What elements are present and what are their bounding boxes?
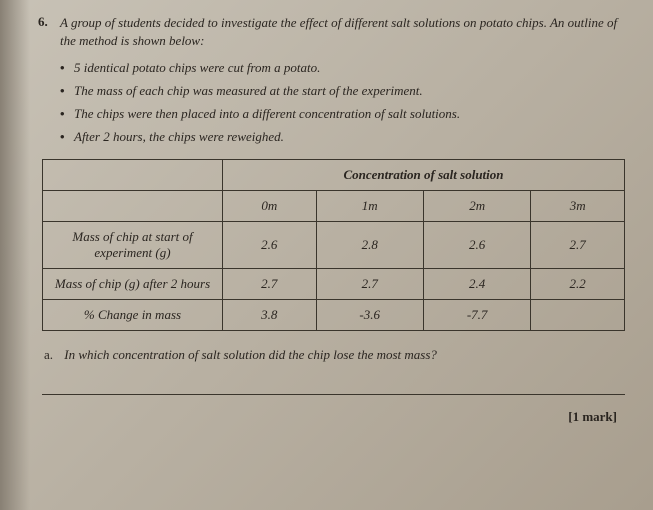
method-item: The chips were then placed into a differ… — [60, 106, 625, 122]
sub-question: a. In which concentration of salt soluti… — [44, 347, 625, 363]
table-blank — [43, 191, 223, 222]
cell: 2.7 — [531, 222, 625, 269]
row-label: Mass of chip at start of experiment (g) — [43, 222, 223, 269]
question-number: 6. — [38, 14, 48, 30]
row-label: Mass of chip (g) after 2 hours — [43, 269, 223, 300]
method-item: The mass of each chip was measured at th… — [60, 83, 625, 99]
sub-question-text: In which concentration of salt solution … — [64, 347, 437, 362]
prompt-line-1: A group of students decided to investiga… — [60, 15, 513, 30]
table-header-span: Concentration of salt solution — [223, 160, 625, 191]
method-list: 5 identical potato chips were cut from a… — [60, 60, 625, 145]
table-row: % Change in mass 3.8 -3.6 -7.7 — [43, 300, 625, 331]
cell: 2.4 — [423, 269, 530, 300]
cell: 2.7 — [316, 269, 423, 300]
cell: 3.8 — [223, 300, 317, 331]
col-header: 1m — [316, 191, 423, 222]
table-row: Mass of chip (g) after 2 hours 2.7 2.7 2… — [43, 269, 625, 300]
method-item: 5 identical potato chips were cut from a… — [60, 60, 625, 76]
method-item: After 2 hours, the chips were reweighed. — [60, 129, 625, 145]
cell: -7.7 — [423, 300, 530, 331]
table-row: Mass of chip at start of experiment (g) … — [43, 222, 625, 269]
cell: 2.6 — [223, 222, 317, 269]
cell: 2.6 — [423, 222, 530, 269]
marks-label: [1 mark] — [42, 409, 617, 425]
cell: 2.7 — [223, 269, 317, 300]
sub-question-letter: a. — [44, 347, 53, 362]
answer-line — [42, 373, 625, 395]
cell: -3.6 — [316, 300, 423, 331]
col-header: 2m — [423, 191, 530, 222]
col-header: 0m — [223, 191, 317, 222]
table-corner-blank — [43, 160, 223, 191]
col-header: 3m — [531, 191, 625, 222]
cell: 2.2 — [531, 269, 625, 300]
row-label: % Change in mass — [43, 300, 223, 331]
cell: 2.8 — [316, 222, 423, 269]
data-table: Concentration of salt solution 0m 1m 2m … — [42, 159, 625, 331]
cell — [531, 300, 625, 331]
question-prompt: A group of students decided to investiga… — [60, 14, 625, 50]
